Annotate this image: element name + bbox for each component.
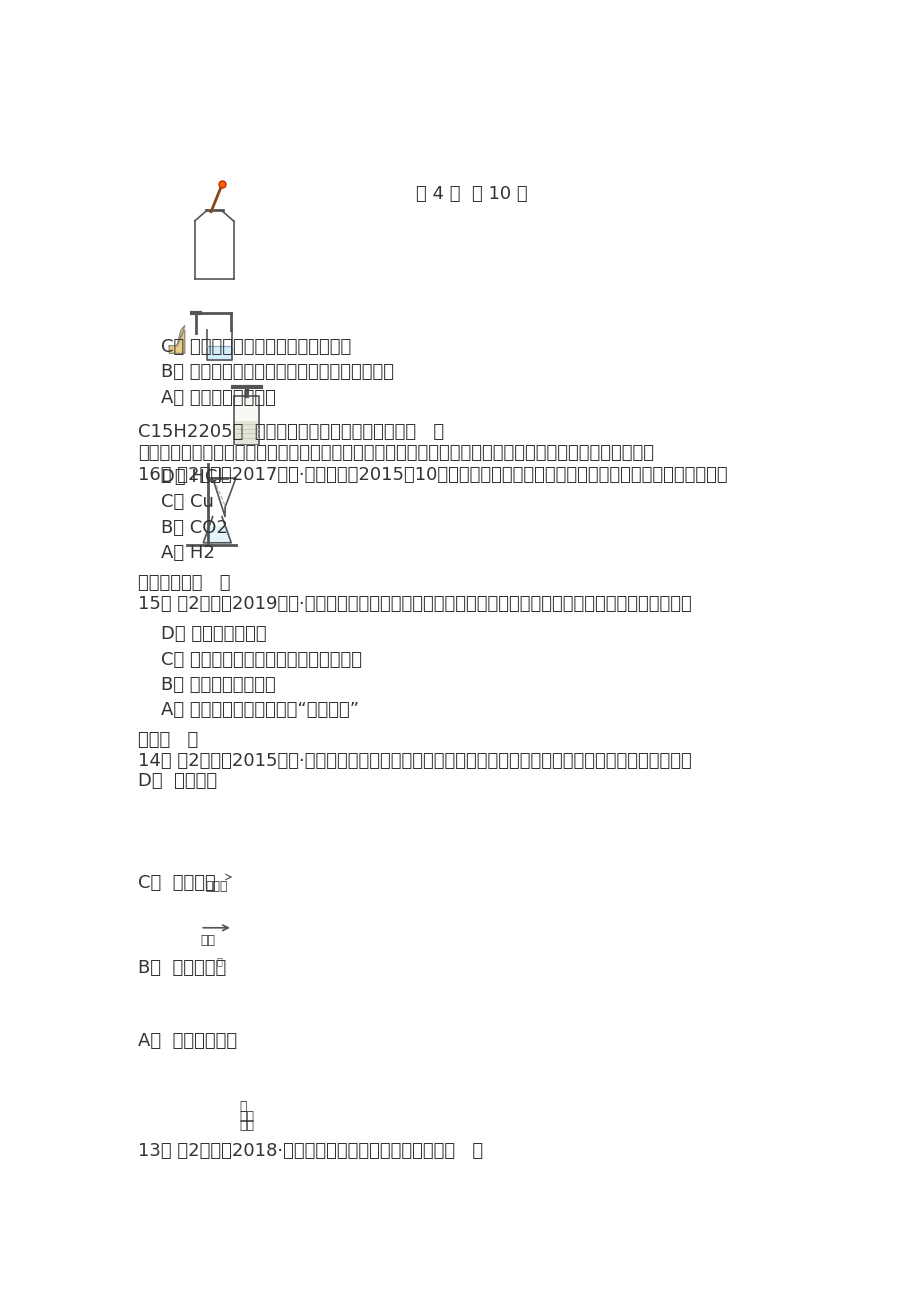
Text: A． H2: A． H2 bbox=[162, 544, 215, 562]
Text: B． 将污水排入大明湖: B． 将污水排入大明湖 bbox=[162, 676, 276, 694]
Text: C15H2205，  下列有关青蒿素的说法正确的是（   ）: C15H2205， 下列有关青蒿素的说法正确的是（ ） bbox=[138, 423, 444, 440]
Text: 第 4 页  共 10 页: 第 4 页 共 10 页 bbox=[415, 185, 527, 203]
Bar bbox=[235, 421, 258, 444]
Text: A． 使用降解塑料袋，减少“白色污染”: A． 使用降解塑料袋，减少“白色污染” bbox=[162, 702, 359, 720]
Text: D．  过滤液体: D． 过滤液体 bbox=[138, 772, 217, 790]
Text: 条: 条 bbox=[239, 1100, 246, 1113]
Text: 13． （2分）（2018·广州模拟）以下实验操作正确的是（   ）: 13． （2分）（2018·广州模拟）以下实验操作正确的是（ ） bbox=[138, 1142, 482, 1160]
Text: C． Cu: C． Cu bbox=[162, 493, 214, 512]
Text: 的木: 的木 bbox=[239, 1109, 254, 1122]
Text: C．  干燥气体: C． 干燥气体 bbox=[138, 874, 216, 892]
Polygon shape bbox=[176, 326, 185, 345]
Text: 浓硫酸: 浓硫酸 bbox=[205, 880, 227, 893]
Text: 燃着: 燃着 bbox=[239, 1118, 254, 1131]
Text: D． 将垃圾分类投放: D． 将垃圾分类投放 bbox=[162, 625, 267, 643]
Text: 蒿素对痟疾寄生虫有出色疗效的科学家，这一发现在全球范围内挤救了数以百万人的生命。青蒿素的化学式为: 蒿素对痟疾寄生虫有出色疗效的科学家，这一发现在全球范围内挤救了数以百万人的生命。… bbox=[138, 444, 653, 462]
Text: B．  检查气密性: B． 检查气密性 bbox=[138, 958, 226, 976]
Text: 16． （2分）（2017九上·开江月考）2015年10月，中国科学家屠呀呀获得医学诺贝尔奖。她是第一个发现青: 16． （2分）（2017九上·开江月考）2015年10月，中国科学家屠呀呀获得… bbox=[138, 466, 727, 484]
Text: A． 青蒿素属于氧化物: A． 青蒿素属于氧化物 bbox=[162, 389, 276, 406]
Text: B． CO2: B． CO2 bbox=[162, 519, 228, 536]
Text: A．  检验二氧化碳: A． 检验二氧化碳 bbox=[138, 1031, 237, 1049]
Text: C． 青蒿素由碳、氢、氧三种原子构成: C． 青蒿素由碳、氢、氧三种原子构成 bbox=[162, 339, 351, 355]
Text: C． 察觉燃气泄漏后，严禁明火或电火花: C． 察觉燃气泄漏后，严禁明火或电火花 bbox=[162, 651, 362, 669]
Text: 14． （2分）（2015九上·沙市期中）节约资源，保护环境，倡导健康安全的生活理念，下列做法中，不合理: 14． （2分）（2015九上·沙市期中）节约资源，保护环境，倡导健康安全的生活… bbox=[138, 753, 691, 771]
Text: D． HCl: D． HCl bbox=[162, 469, 222, 486]
Polygon shape bbox=[169, 331, 185, 353]
Text: 的是（   ）: 的是（ ） bbox=[138, 730, 199, 749]
Polygon shape bbox=[207, 345, 232, 359]
Text: B． 一个青蒿素分子由碳、氢、氧三个元素组成: B． 一个青蒿素分子由碳、氢、氧三个元素组成 bbox=[162, 363, 394, 381]
Text: 15． （2分）（2019九上·泸州月考）下列化学用语中，既能表示一种元素，又能表示一个原子，还能表示一: 15． （2分）（2019九上·泸州月考）下列化学用语中，既能表示一种元素，又能… bbox=[138, 595, 691, 613]
Text: 液: 液 bbox=[217, 957, 222, 966]
Bar bbox=[234, 397, 259, 444]
Polygon shape bbox=[203, 527, 231, 543]
Text: 种物质的是（   ）: 种物质的是（ ） bbox=[138, 574, 231, 591]
Text: 进气: 进气 bbox=[200, 934, 215, 947]
